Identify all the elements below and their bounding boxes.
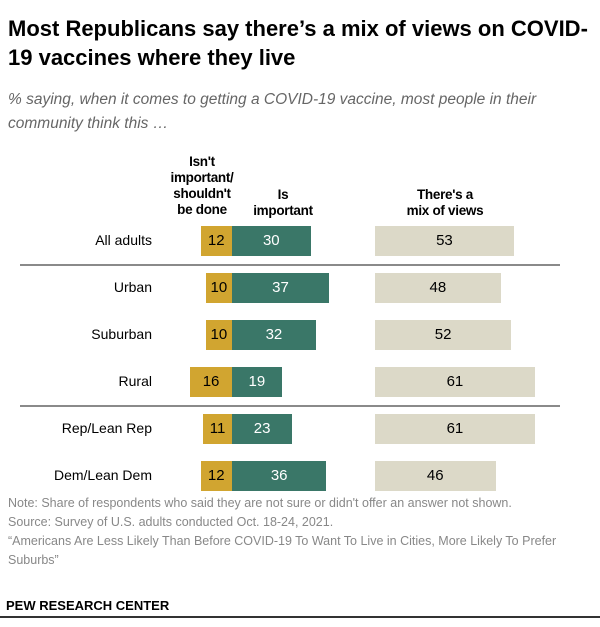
value-not-important: 16 bbox=[202, 373, 220, 390]
row-label: Suburban bbox=[91, 326, 152, 342]
group-separator bbox=[20, 405, 560, 407]
row-label: Urban bbox=[113, 279, 152, 295]
value-is-important: 32 bbox=[265, 326, 283, 343]
value-not-important: 12 bbox=[207, 467, 225, 484]
note-text: Note: Share of respondents who said they… bbox=[8, 496, 512, 510]
row-label: Dem/Lean Dem bbox=[53, 467, 152, 483]
column-header-line: mix of views bbox=[406, 203, 484, 218]
bar-mix-of-views bbox=[375, 273, 501, 303]
column-header-line: important bbox=[253, 203, 313, 218]
value-is-important: 36 bbox=[270, 467, 288, 484]
value-mix-of-views: 53 bbox=[436, 232, 453, 249]
bar-not-important bbox=[205, 320, 232, 350]
bar-not-important bbox=[205, 273, 232, 303]
bar-mix-of-views bbox=[375, 461, 496, 491]
value-mix-of-views: 48 bbox=[429, 279, 447, 296]
source-text: Source: Survey of U.S. adults conducted … bbox=[8, 515, 334, 529]
column-header-2: There's a mix of views bbox=[395, 187, 495, 219]
bar-is-important bbox=[232, 226, 311, 256]
value-not-important: 12 bbox=[207, 232, 225, 249]
value-not-important: 10 bbox=[210, 279, 228, 296]
value-mix-of-views: 52 bbox=[434, 326, 452, 343]
column-header-line: Isn't bbox=[189, 154, 215, 169]
bar-is-important bbox=[232, 367, 282, 397]
bar-is-important bbox=[232, 461, 327, 491]
value-is-important: 30 bbox=[262, 232, 280, 249]
row-label: All adults bbox=[95, 232, 152, 248]
column-header-0: Isn't important/shouldn't be done bbox=[160, 154, 244, 218]
chart-subtitle: % saying, when it comes to getting a COV… bbox=[8, 91, 537, 132]
bar-mix-of-views bbox=[375, 367, 535, 397]
bar-is-important bbox=[232, 273, 329, 303]
column-header-1: Is important bbox=[245, 187, 321, 219]
value-mix-of-views: 61 bbox=[446, 373, 464, 390]
bottom-rule bbox=[0, 616, 600, 618]
group-separator bbox=[20, 264, 560, 266]
bar-is-important bbox=[232, 320, 316, 350]
pew-logo-text: PEW RESEARCH CENTER bbox=[6, 598, 170, 613]
bar-mix-of-views bbox=[375, 226, 514, 256]
bar-is-important bbox=[232, 414, 293, 444]
report-text: “Americans Are Less Likely Than Before C… bbox=[8, 534, 557, 567]
column-header-line: be done bbox=[177, 202, 227, 217]
column-header-line: important/ bbox=[170, 170, 234, 185]
value-not-important: 11 bbox=[209, 420, 226, 437]
bar-mix-of-views bbox=[375, 414, 535, 444]
bar-not-important bbox=[203, 414, 232, 444]
value-is-important: 37 bbox=[272, 279, 289, 296]
column-header-line: There's a bbox=[416, 187, 474, 202]
bar-not-important bbox=[200, 226, 232, 256]
column-header-line: Is bbox=[277, 187, 289, 202]
value-mix-of-views: 61 bbox=[446, 420, 464, 437]
chart-title: Most Republicans say there’s a mix of vi… bbox=[8, 16, 588, 70]
bar-not-important bbox=[200, 461, 232, 491]
column-header-line: shouldn't bbox=[173, 186, 231, 201]
value-is-important: 23 bbox=[253, 420, 271, 437]
row-label: Rep/Lean Rep bbox=[61, 420, 152, 436]
row-label: Rural bbox=[118, 373, 152, 389]
value-mix-of-views: 46 bbox=[426, 467, 444, 484]
value-is-important: 19 bbox=[248, 373, 266, 390]
value-not-important: 10 bbox=[210, 326, 228, 343]
bar-mix-of-views bbox=[375, 320, 512, 350]
bar-not-important bbox=[190, 367, 232, 397]
